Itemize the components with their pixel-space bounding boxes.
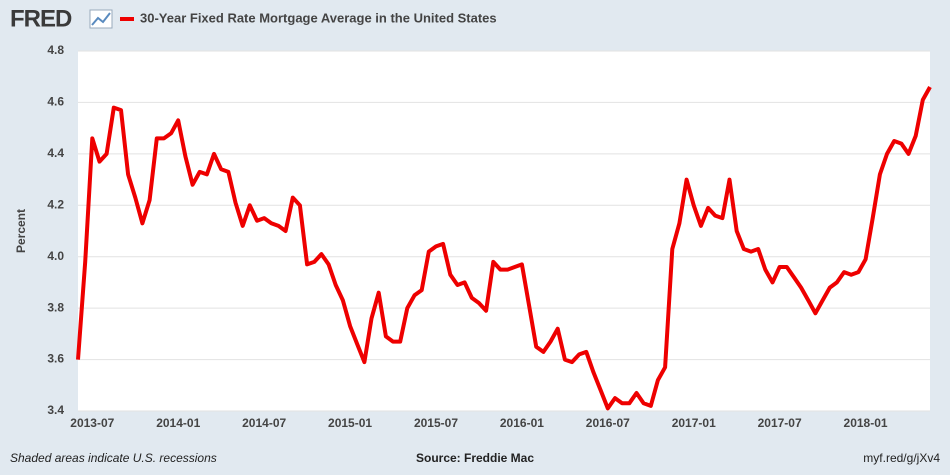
data-line [76, 86, 932, 411]
x-tick-label: 2017-07 [758, 416, 802, 430]
legend-label: 30-Year Fixed Rate Mortgage Average in t… [140, 10, 497, 25]
y-axis-label: Percent [14, 209, 28, 253]
logo: FRED [10, 5, 72, 32]
logo-icon-line [91, 12, 111, 26]
y-tick-label: 3.8 [47, 300, 64, 314]
y-tick-label: 4.8 [47, 43, 64, 57]
logo-icon [89, 9, 113, 29]
note: Shaded areas indicate U.S. recessions [10, 451, 217, 465]
y-tick-label: 4.4 [47, 146, 64, 160]
x-tick-label: 2014-01 [156, 416, 200, 430]
x-tick-label: 2018-01 [844, 416, 888, 430]
x-tick-label: 2014-07 [242, 416, 286, 430]
link[interactable]: myf.red/g/jXv4 [863, 451, 940, 465]
x-tick-label: 2016-07 [586, 416, 630, 430]
plot-area [78, 51, 930, 411]
y-tick-label: 4.0 [47, 249, 64, 263]
y-tick-label: 3.6 [47, 352, 64, 366]
x-tick-label: 2015-07 [414, 416, 458, 430]
x-tick-label: 2016-01 [500, 416, 544, 430]
source: Source: Freddie Mac [416, 451, 534, 465]
x-tick-label: 2015-01 [328, 416, 372, 430]
y-tick-label: 4.2 [47, 197, 64, 211]
x-tick-label: 2017-01 [672, 416, 716, 430]
y-tick-label: 3.4 [47, 403, 64, 417]
x-tick-label: 2013-07 [70, 416, 114, 430]
y-tick-label: 4.6 [47, 95, 64, 109]
